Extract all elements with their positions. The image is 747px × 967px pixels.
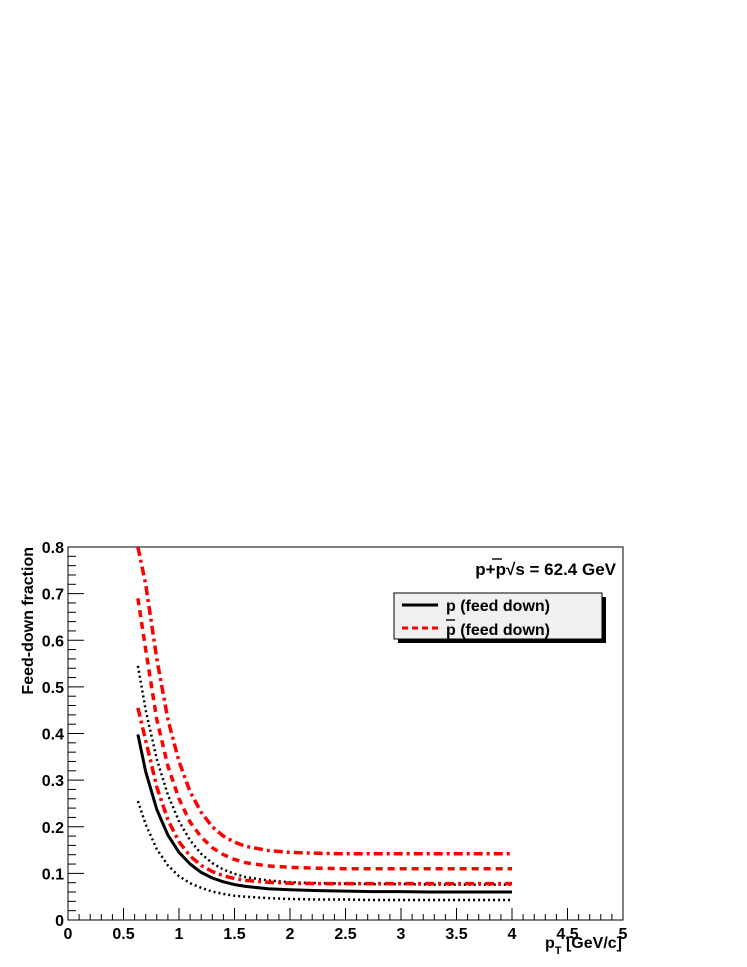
y-tick-label: 0.1 bbox=[42, 866, 64, 883]
chart-title: p+p√s = 62.4 GeV bbox=[475, 560, 616, 579]
x-tick-label: 2 bbox=[286, 926, 295, 943]
series-line-p-lower bbox=[136, 800, 512, 902]
x-axis-label: pT [GeV/c] bbox=[545, 935, 622, 957]
series-line-pbar-upper bbox=[136, 547, 512, 856]
y-tick-label: 0.3 bbox=[42, 773, 64, 790]
x-tick-label: 1.5 bbox=[223, 926, 245, 943]
legend-label-pbar: p (feed down) bbox=[446, 622, 550, 639]
y-tick-label: 0.8 bbox=[42, 540, 64, 557]
x-tick-label: 4.5 bbox=[556, 926, 578, 943]
legend-box bbox=[393, 592, 603, 640]
series-group bbox=[136, 547, 512, 902]
legend: p (feed down) p (feed down) bbox=[393, 592, 606, 643]
y-tick-label: 0.7 bbox=[42, 587, 64, 604]
series-line-p-central bbox=[136, 734, 512, 894]
series-line-pbar-lower bbox=[136, 707, 512, 886]
series-line-pbar-central bbox=[136, 598, 512, 871]
x-tick-label: 3.5 bbox=[445, 926, 467, 943]
y-tick-label: 0 bbox=[55, 913, 64, 930]
y-axis-label: Feed-down fraction bbox=[20, 547, 37, 695]
y-tick-label: 0.5 bbox=[42, 680, 64, 697]
x-tick-label: 4 bbox=[508, 926, 517, 943]
x-tick-label: 1 bbox=[175, 926, 184, 943]
x-tick-label: 2.5 bbox=[334, 926, 356, 943]
x-tick-label: 0 bbox=[64, 926, 73, 943]
axis-ticks: 0 0.5 1 1.5 2 2.5 3 3.5 4 4.5 5 0 0.1 0.2 0.3 0.4 0.5 0.6… bbox=[42, 540, 628, 943]
y-tick-label: 0.6 bbox=[42, 633, 64, 650]
y-tick-label: 0.2 bbox=[42, 820, 64, 837]
x-tick-label: 3 bbox=[397, 926, 406, 943]
y-tick-label: 0.4 bbox=[42, 727, 64, 744]
x-tick-label: 5 bbox=[619, 926, 628, 943]
x-tick-label: 0.5 bbox=[112, 926, 134, 943]
legend-label-p: p (feed down) bbox=[446, 598, 550, 615]
series-line-p-upper bbox=[136, 665, 512, 886]
